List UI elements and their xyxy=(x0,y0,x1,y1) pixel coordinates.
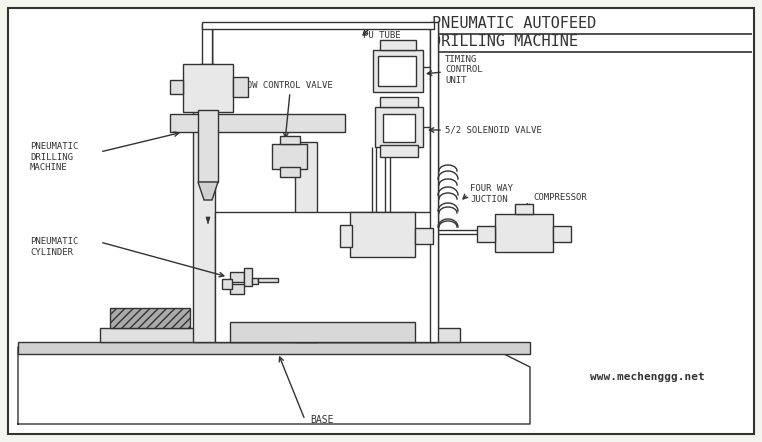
Bar xyxy=(350,212,415,257)
Bar xyxy=(280,136,300,144)
Bar xyxy=(230,272,244,282)
Text: FOUR WAY
JUCTION: FOUR WAY JUCTION xyxy=(470,184,513,204)
Bar xyxy=(230,322,415,342)
Bar xyxy=(258,278,278,282)
Bar xyxy=(383,114,415,142)
Bar xyxy=(230,284,244,294)
Bar xyxy=(200,64,214,114)
Bar xyxy=(18,342,530,354)
Bar xyxy=(295,142,317,342)
Bar xyxy=(100,328,460,342)
Bar xyxy=(340,225,352,247)
Bar xyxy=(183,64,233,112)
Polygon shape xyxy=(206,217,210,224)
Bar xyxy=(193,92,215,342)
Bar xyxy=(380,40,416,50)
Bar xyxy=(110,308,190,328)
Bar xyxy=(252,278,258,284)
Bar xyxy=(415,228,433,244)
Text: BASE: BASE xyxy=(310,415,334,425)
Text: COMPRESSOR: COMPRESSOR xyxy=(533,193,587,202)
Bar xyxy=(198,110,218,182)
Bar xyxy=(380,97,418,107)
Text: PU TUBE: PU TUBE xyxy=(363,30,401,39)
Text: 5/2 SOLENOID VALVE: 5/2 SOLENOID VALVE xyxy=(445,126,542,134)
Bar xyxy=(553,226,571,242)
Text: PNEUMATIC
CYLINDER: PNEUMATIC CYLINDER xyxy=(30,237,78,257)
Bar xyxy=(515,204,533,214)
Bar xyxy=(244,268,252,286)
Bar xyxy=(430,22,438,342)
Bar xyxy=(222,279,232,289)
Text: PNEUMATIC
DRILLING
MACHINE: PNEUMATIC DRILLING MACHINE xyxy=(30,142,78,172)
Text: DRILLING MACHINE: DRILLING MACHINE xyxy=(432,34,578,50)
Polygon shape xyxy=(198,182,218,200)
Bar xyxy=(202,24,212,64)
Bar xyxy=(170,114,345,132)
Bar xyxy=(170,80,183,94)
Bar xyxy=(233,77,248,97)
Text: TIMING
CONTROL
UNIT: TIMING CONTROL UNIT xyxy=(445,55,482,85)
Bar xyxy=(380,145,418,157)
Bar xyxy=(280,167,300,177)
Bar xyxy=(373,50,423,92)
Text: FLOW CONTROL VALVE: FLOW CONTROL VALVE xyxy=(236,80,333,89)
Bar xyxy=(495,214,553,252)
Text: www.mechenggg.net: www.mechenggg.net xyxy=(590,372,705,382)
Polygon shape xyxy=(18,347,530,424)
Bar xyxy=(378,56,416,86)
Bar xyxy=(375,107,423,147)
Bar xyxy=(202,22,434,29)
Bar xyxy=(477,226,495,242)
Bar xyxy=(272,144,307,169)
Text: PNEUMATIC AUTOFEED: PNEUMATIC AUTOFEED xyxy=(432,16,596,31)
Bar xyxy=(215,212,435,342)
